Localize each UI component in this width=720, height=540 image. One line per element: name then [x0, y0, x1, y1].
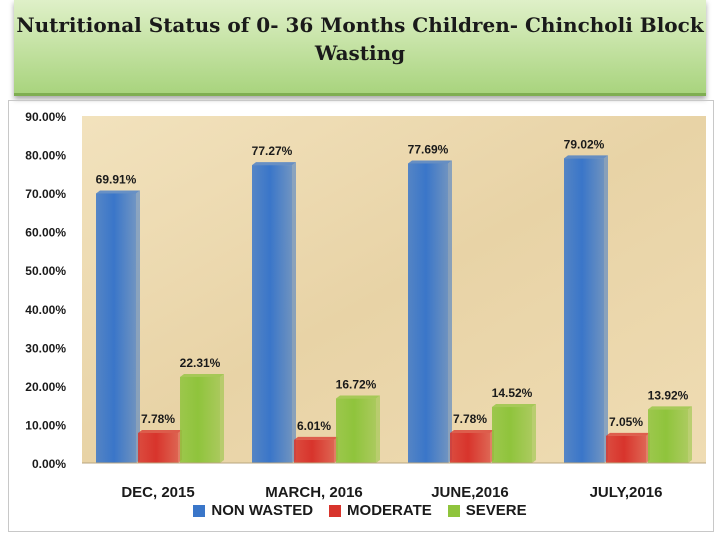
bar-depth: [604, 155, 608, 464]
x-tick-label: DEC, 2015: [121, 484, 194, 501]
bar-top: [408, 160, 452, 164]
bar-top: [336, 395, 380, 399]
y-tick-label: 10.00%: [25, 418, 66, 432]
bar-non-wasted: [408, 163, 448, 463]
y-tick-label: 70.00%: [25, 187, 66, 201]
bar-depth: [532, 404, 536, 463]
x-tick-label: JULY,2016: [590, 484, 663, 501]
legend-swatch: [193, 504, 206, 517]
data-label: 77.69%: [408, 142, 449, 156]
bar-top: [492, 404, 536, 408]
y-tick-label: 30.00%: [25, 341, 66, 355]
bar-severe: [648, 409, 688, 463]
bar-depth: [136, 190, 140, 463]
chart-title: Nutritional Status of 0- 36 Months Child…: [16, 13, 704, 37]
data-label: 16.72%: [336, 378, 377, 392]
bar-top: [294, 436, 338, 440]
data-label: 79.02%: [564, 137, 605, 151]
bar-depth: [376, 395, 380, 463]
bar-moderate: [450, 433, 490, 463]
x-tick-label: MARCH, 2016: [265, 484, 363, 501]
title-banner: Nutritional Status of 0- 36 Months Child…: [14, 0, 706, 96]
bar-non-wasted: [252, 165, 292, 463]
plot-area: [82, 116, 706, 463]
legend-item: MODERATE: [329, 502, 432, 519]
x-tick-label: JUNE,2016: [431, 484, 509, 501]
legend-label: SEVERE: [465, 502, 527, 519]
bar-top: [138, 430, 182, 434]
data-label: 22.31%: [180, 356, 221, 370]
legend-swatch: [329, 504, 342, 517]
legend-item: SEVERE: [447, 502, 527, 519]
legend-item: NON WASTED: [193, 502, 313, 519]
bar-non-wasted: [564, 158, 604, 464]
bar-top: [648, 406, 692, 410]
y-tick-label: 0.00%: [32, 457, 66, 471]
bar-severe: [336, 398, 376, 463]
bar-non-wasted: [96, 193, 136, 463]
chart-legend: NON WASTED MODERATE SEVERE: [0, 502, 720, 519]
bar-top: [96, 190, 140, 194]
bar-depth: [688, 406, 692, 463]
bar-moderate: [138, 433, 178, 463]
bar-top: [180, 373, 224, 377]
data-label: 14.52%: [492, 386, 533, 400]
data-label: 69.91%: [96, 172, 137, 186]
chart-frame: [8, 100, 714, 532]
legend-label: NON WASTED: [211, 502, 314, 519]
data-label: 6.01%: [297, 419, 331, 433]
y-tick-label: 90.00%: [25, 110, 66, 124]
y-tick-label: 20.00%: [25, 380, 66, 394]
y-tick-label: 40.00%: [25, 303, 66, 317]
bar-top: [606, 432, 650, 436]
y-tick-label: 60.00%: [25, 226, 66, 240]
bar-depth: [220, 373, 224, 463]
data-label: 7.78%: [453, 412, 487, 426]
y-tick-label: 50.00%: [25, 264, 66, 278]
data-label: 7.78%: [141, 412, 175, 426]
bar-depth: [292, 162, 296, 463]
data-label: 77.27%: [252, 144, 293, 158]
bar-depth: [448, 160, 452, 463]
bar-top: [252, 162, 296, 166]
bar-moderate: [606, 435, 646, 463]
data-label: 13.92%: [648, 388, 689, 402]
bar-moderate: [294, 439, 334, 463]
bar-severe: [492, 407, 532, 463]
legend-label: MODERATE: [347, 502, 432, 519]
bar-top: [564, 155, 608, 159]
bar-severe: [180, 376, 220, 463]
data-label: 7.05%: [609, 415, 643, 429]
legend-swatch: [447, 504, 460, 517]
bar-top: [450, 430, 494, 434]
chart-subtitle: Wasting: [314, 41, 406, 65]
y-tick-label: 80.00%: [25, 149, 66, 163]
